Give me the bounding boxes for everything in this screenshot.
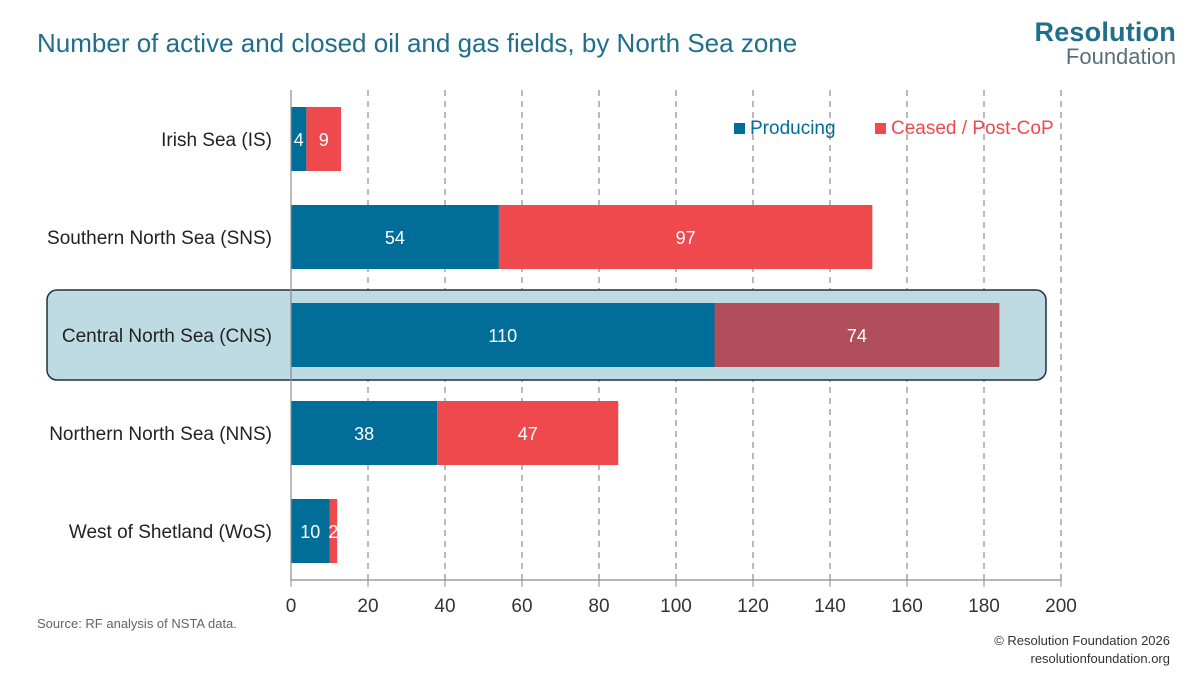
- x-tick-label: 40: [434, 596, 455, 617]
- brand-logo: Resolution Foundation: [1035, 18, 1177, 68]
- bar-ceased: [714, 303, 1000, 367]
- category-label: Southern North Sea (SNS): [47, 228, 272, 249]
- bar-ceased: [329, 499, 338, 563]
- data-label: 54: [385, 228, 405, 248]
- copyright-text: © Resolution Foundation 2026: [994, 633, 1170, 648]
- legend: Producing Ceased / Post-CoP: [734, 118, 1054, 139]
- bar-producing: [291, 499, 330, 563]
- bar-producing: [291, 107, 307, 171]
- chart-title: Number of active and closed oil and gas …: [37, 28, 798, 58]
- data-label: 74: [847, 326, 867, 346]
- data-label: 110: [488, 326, 517, 346]
- bar-producing: [291, 205, 499, 269]
- category-label: Northern North Sea (NNS): [49, 424, 272, 445]
- x-tick-label: 20: [357, 596, 378, 617]
- legend-swatch-ceased: [875, 123, 886, 134]
- x-tick-label: 160: [891, 596, 923, 617]
- legend-label-producing: Producing: [750, 118, 836, 139]
- category-label: Central North Sea (CNS): [62, 326, 272, 347]
- bar-ceased: [498, 205, 873, 269]
- x-tick-label: 80: [588, 596, 609, 617]
- category-label: Irish Sea (IS): [161, 130, 272, 151]
- logo-line-1: Resolution: [1034, 17, 1176, 47]
- bar-producing: [291, 401, 438, 465]
- bar-ceased: [437, 401, 619, 465]
- category-label: West of Shetland (WoS): [69, 522, 272, 543]
- x-tick-label: 140: [814, 596, 846, 617]
- data-label: 38: [354, 424, 374, 444]
- x-tick-label: 100: [660, 596, 692, 617]
- website-text: resolutionfoundation.org: [1030, 651, 1171, 666]
- bars: 4 9 54 97 110 74 38 47 10 2: [291, 107, 1000, 563]
- legend-swatch-producing: [734, 123, 745, 134]
- data-label: 47: [518, 424, 538, 444]
- data-label: 4: [294, 130, 304, 150]
- data-label: 97: [676, 228, 696, 248]
- data-label: 10: [300, 522, 320, 542]
- x-tick-label: 120: [737, 596, 769, 617]
- bar-producing: [291, 303, 715, 367]
- x-tick-label: 200: [1045, 596, 1077, 617]
- data-label: 2: [328, 522, 338, 542]
- x-tick-label: 60: [511, 596, 532, 617]
- copyright-block: © Resolution Foundation 2026 resolutionf…: [994, 632, 1170, 668]
- data-label: 9: [319, 130, 329, 150]
- bar-ceased: [306, 107, 342, 171]
- x-axis: 0 20 40 60 80 100 120 140 160 180 200 Irish Sea (IS…: [47, 90, 1077, 617]
- legend-label-ceased: Ceased / Post-CoP: [891, 118, 1054, 139]
- x-tick-label: 180: [968, 596, 1000, 617]
- logo-line-2: Foundation: [1065, 44, 1176, 69]
- source-note: Source: RF analysis of NSTA data.: [37, 616, 237, 631]
- x-tick-label: 0: [286, 596, 297, 617]
